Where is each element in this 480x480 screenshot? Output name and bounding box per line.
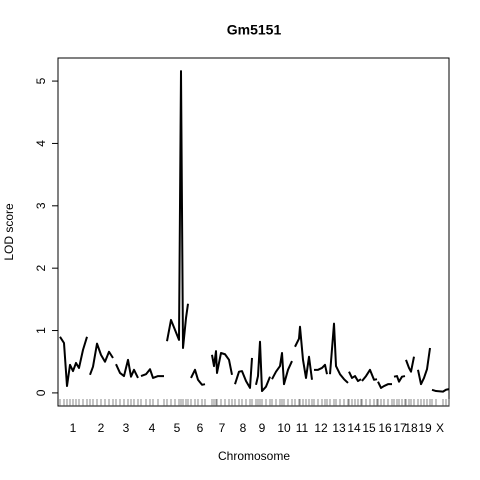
x-tick-label: 18: [404, 421, 418, 435]
y-tick-label: 5: [34, 77, 48, 84]
x-tick-label: 10: [277, 421, 291, 435]
x-tick-label: 6: [197, 421, 204, 435]
y-tick-label: 0: [34, 389, 48, 396]
x-tick-label: 17: [393, 421, 407, 435]
y-tick-label: 2: [34, 265, 48, 272]
x-tick-label: 7: [219, 421, 226, 435]
x-tick-label: 9: [259, 421, 266, 435]
y-tick-label: 3: [34, 202, 48, 209]
x-tick-label: 13: [332, 421, 346, 435]
x-tick-label: 19: [418, 421, 432, 435]
x-tick-label: X: [436, 421, 444, 435]
x-tick-label: 15: [362, 421, 376, 435]
x-tick-label: 14: [347, 421, 361, 435]
x-tick-label: 5: [174, 421, 181, 435]
x-tick-label: 16: [378, 421, 392, 435]
y-axis-label: LOD score: [2, 203, 16, 261]
x-tick-label: 1: [70, 421, 77, 435]
x-tick-label: 11: [296, 421, 309, 435]
plot-frame: [57, 57, 450, 407]
x-tick-label: 4: [149, 421, 156, 435]
x-tick-label: 8: [240, 421, 247, 435]
y-tick-label: 4: [34, 140, 48, 147]
lod-line: [59, 70, 450, 393]
x-axis-label: Chromosome: [218, 449, 290, 463]
chart-title: Gm5151: [227, 22, 282, 38]
y-tick-label: 1: [34, 327, 48, 334]
x-tick-label: 12: [314, 421, 328, 435]
x-tick-label: 2: [98, 421, 105, 435]
x-tick-label: 3: [123, 421, 130, 435]
